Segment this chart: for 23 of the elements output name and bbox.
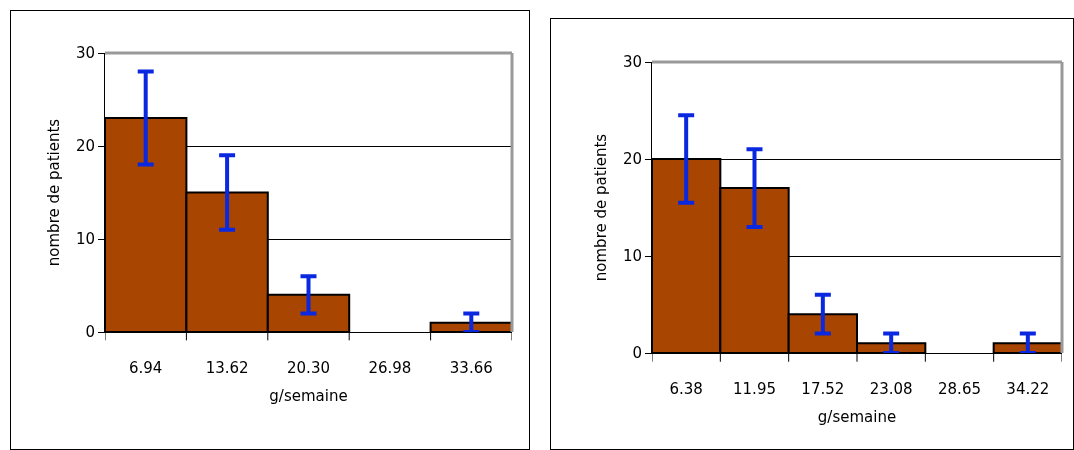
- x-tick-label: 11.95: [733, 380, 776, 398]
- x-tick-label: 34.22: [1006, 380, 1050, 398]
- x-tick-label: 6.38: [669, 380, 703, 398]
- y-tick-label: 20: [622, 150, 642, 169]
- x-tick-label: 17.52: [801, 380, 845, 398]
- y-tick-label: 10: [75, 230, 95, 249]
- y-tick-label: 20: [75, 137, 95, 156]
- x-tick-label: 23.08: [869, 380, 913, 398]
- x-axis-title: g/semaine: [269, 387, 348, 405]
- y-axis-title: nombre de patients: [592, 133, 611, 282]
- y-axis-title: nombre de patients: [45, 118, 64, 267]
- y-tick-label: 0: [632, 344, 642, 363]
- x-tick-label: 28.65: [938, 380, 981, 398]
- y-tick-label: 10: [622, 247, 642, 266]
- x-tick-label: 20.30: [287, 359, 330, 377]
- x-tick-label: 26.98: [368, 359, 412, 377]
- y-tick-label: 0: [85, 323, 95, 342]
- x-tick-label: 33.66: [449, 359, 493, 377]
- y-tick-label: 30: [622, 53, 642, 72]
- x-axis-title: g/semaine: [817, 408, 897, 426]
- x-tick-label: 13.62: [205, 359, 249, 377]
- y-tick-label: 30: [75, 44, 95, 63]
- x-tick-label: 6.94: [129, 359, 163, 377]
